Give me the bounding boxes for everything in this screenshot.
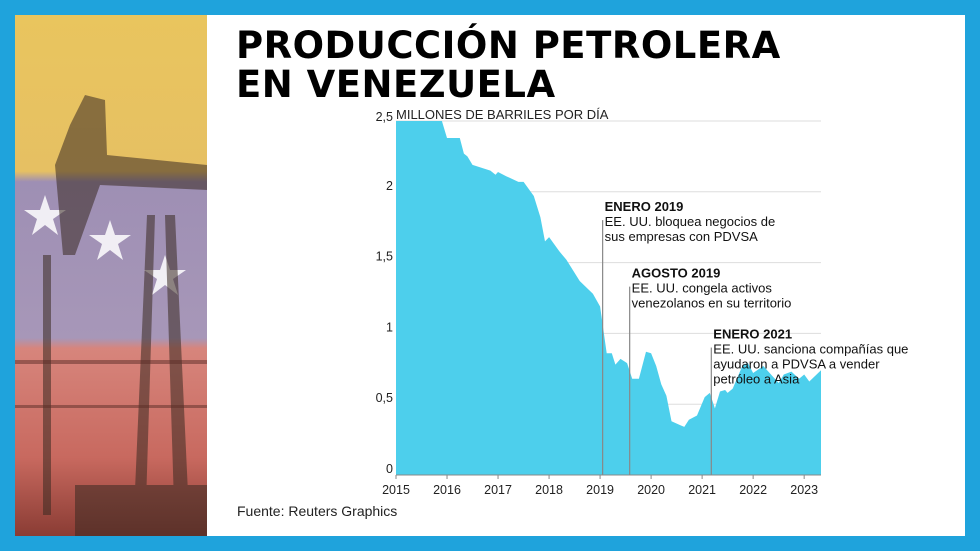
- annotation-text: venezolanos en su territorio: [632, 296, 792, 311]
- production-area: [396, 121, 821, 475]
- y-tick-label: 1,5: [376, 250, 393, 264]
- y-tick-label: 2: [386, 179, 393, 193]
- annotation-text: EE. UU. congela activos: [632, 281, 773, 296]
- title-line-1: PRODUCCIÓN PETROLERA: [236, 24, 781, 67]
- page-title: PRODUCCIÓN PETROLERA EN VENEZUELA: [236, 26, 781, 104]
- annotation-text: EE. UU. bloquea negocios de: [605, 214, 776, 229]
- x-tick-label: 2017: [484, 483, 512, 497]
- annotation-text: sus empresas con PDVSA: [605, 229, 759, 244]
- y-axis-label: MILLONES DE BARRILES POR DÍA: [396, 107, 609, 122]
- source-note: Fuente: Reuters Graphics: [237, 503, 398, 519]
- y-tick-label: 0: [386, 462, 393, 476]
- x-tick-label: 2022: [739, 483, 767, 497]
- y-tick-label: 2,5: [376, 110, 393, 124]
- title-line-2: EN VENEZUELA: [236, 63, 556, 106]
- annotation-text: EE. UU. sanciona compañías que: [713, 342, 908, 357]
- annotation-heading: ENERO 2021: [713, 327, 792, 342]
- x-tick-label: 2020: [637, 483, 665, 497]
- annotation-heading: ENERO 2019: [605, 199, 684, 214]
- annotation-text: ayudaron a PDVSA a vender: [713, 357, 880, 372]
- x-tick-label: 2016: [433, 483, 461, 497]
- x-tick-label: 2023: [790, 483, 818, 497]
- y-tick-label: 0,5: [376, 391, 393, 405]
- oil-pump-flag-photo: [15, 15, 207, 536]
- x-tick-label: 2015: [382, 483, 410, 497]
- annotation-heading: AGOSTO 2019: [632, 266, 721, 281]
- y-tick-label: 1: [386, 320, 393, 334]
- x-tick-label: 2021: [688, 483, 716, 497]
- x-tick-label: 2019: [586, 483, 614, 497]
- x-tick-label: 2018: [535, 483, 563, 497]
- annotation-text: petróleo a Asia: [713, 372, 800, 387]
